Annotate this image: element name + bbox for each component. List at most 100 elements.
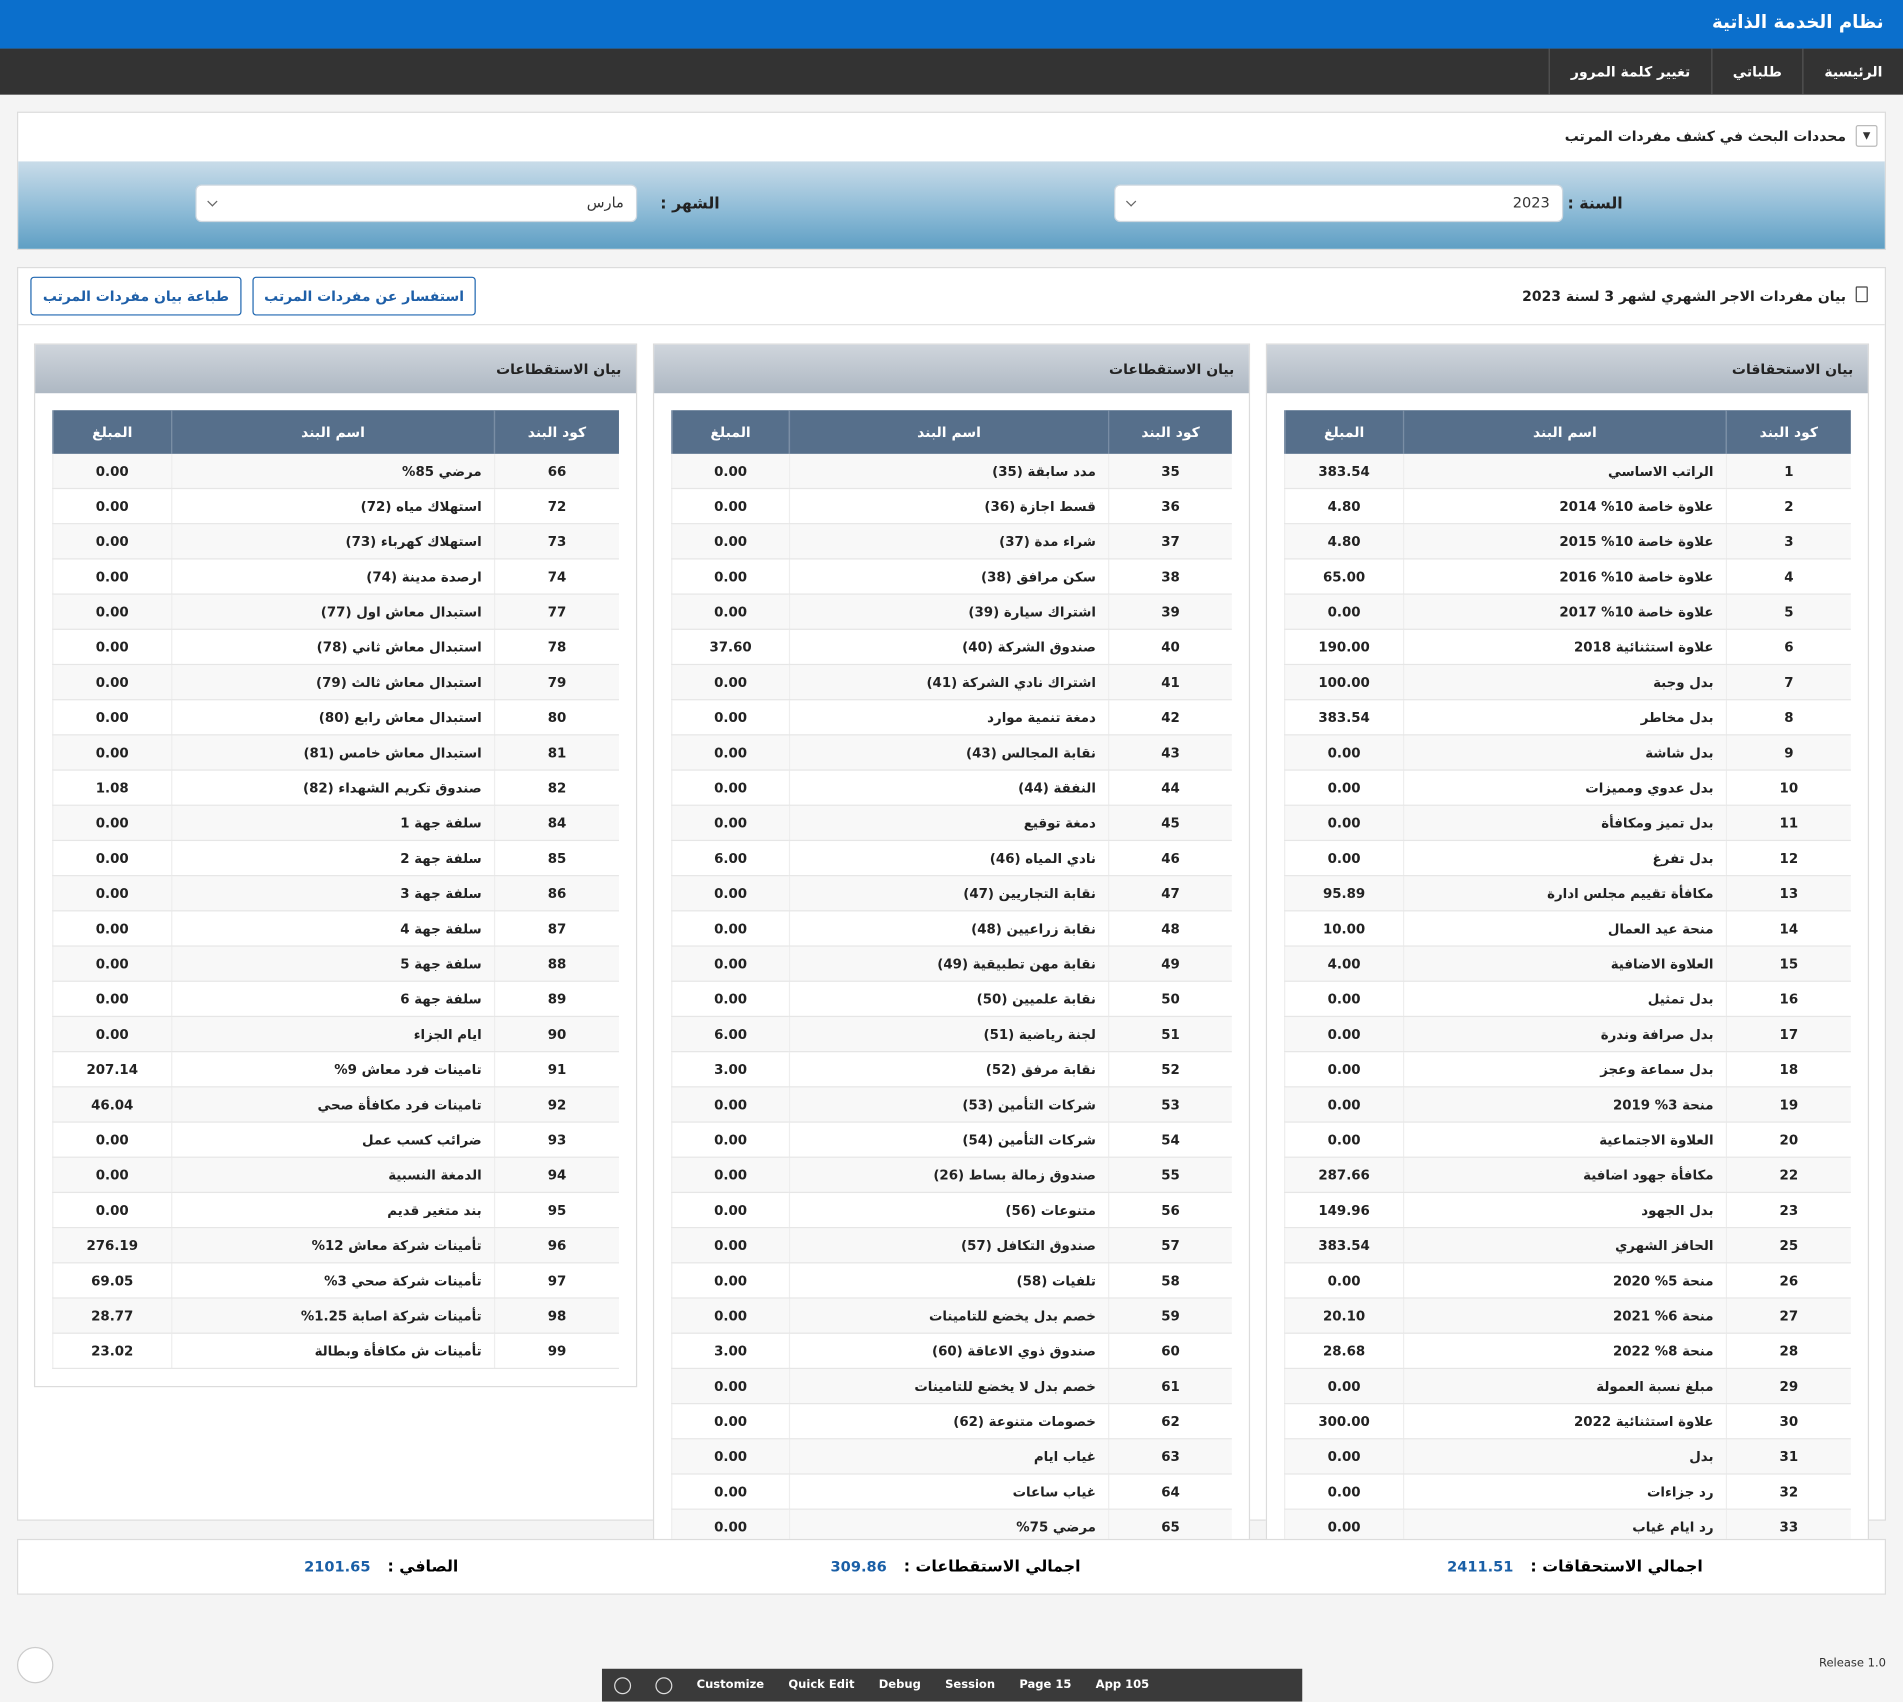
item-name: منحة 3% 2019 — [1402, 1086, 1727, 1123]
item-name: بدل تميز ومكافأة — [1402, 805, 1727, 842]
item-amount: 276.19 — [52, 1227, 172, 1264]
item-amount: 10.00 — [1284, 910, 1404, 947]
item-amount: 69.05 — [52, 1262, 172, 1299]
scroll-top[interactable] — [16, 1646, 54, 1684]
total-label: اجمالي الاستقطاعات : — [903, 1557, 1081, 1576]
column-header: كود البند — [1725, 410, 1851, 454]
row: 77 استبدال معاش اول (77) 0.00 — [52, 594, 619, 630]
total: اجمالي الاستقطاعات : 309.86 — [640, 1540, 1262, 1593]
column-header: كود البند — [493, 410, 619, 454]
row: 58 تلفيات (58) 0.00 — [671, 1262, 1232, 1299]
item-amount: 149.96 — [1284, 1192, 1404, 1229]
item-amount: 0.00 — [1284, 805, 1404, 842]
doc-icon — [1855, 286, 1868, 303]
row: 62 خصومات متنوعة (62) 0.00 — [671, 1403, 1232, 1440]
item-code: 99 — [493, 1333, 619, 1369]
item-name: سلفة جهة 6 — [171, 981, 495, 1018]
item-code: 11 — [1725, 805, 1851, 842]
header-row: كود البند اسم البند المبلغ — [1284, 410, 1851, 454]
item-amount: 0.00 — [1284, 1262, 1404, 1299]
row: 93 ضرائب كسب عمل 0.00 — [52, 1122, 619, 1158]
item-code: 74 — [493, 558, 619, 595]
row: 47 نقابة التجاريين (47) 0.00 — [671, 875, 1232, 912]
item-amount: 0.00 — [52, 558, 172, 595]
item-amount: 0.00 — [671, 1438, 790, 1475]
item-code: 16 — [1725, 981, 1851, 1018]
row: 50 نقابة علميين (50) 0.00 — [671, 981, 1232, 1018]
item-code: 38 — [1108, 558, 1232, 595]
settings-icon[interactable] — [614, 1676, 632, 1694]
toggle[interactable]: ▼ — [1855, 125, 1878, 147]
toolbar-item[interactable]: Page 15 — [1019, 1678, 1072, 1692]
item-amount: 0.00 — [671, 558, 790, 595]
row: 36 قسط اجازة (36) 0.00 — [671, 488, 1232, 525]
item-amount: 100.00 — [1284, 664, 1404, 701]
toolbar-item[interactable]: Debug — [878, 1678, 921, 1692]
month-value: مارس — [586, 194, 624, 212]
item-amount: 28.68 — [1284, 1333, 1404, 1369]
year-select[interactable]: 2023 — [1114, 184, 1564, 223]
item-code: 12 — [1725, 840, 1851, 877]
item-code: 57 — [1108, 1227, 1232, 1264]
row: 43 نقابة المجالس (43) 0.00 — [671, 734, 1232, 771]
row: 92 تامينات فرد مكافأة صحي 46.04 — [52, 1086, 619, 1123]
inquiry-button[interactable]: استفسار عن مفردات المرتب — [252, 276, 476, 316]
month-label: الشهر : — [660, 195, 720, 214]
row: 97 تأمينات شركة صحي 3% 69.05 — [52, 1262, 619, 1299]
row: 17 بدل صرافة وندرة 0.00 — [1284, 1016, 1851, 1053]
item-code: 19 — [1725, 1086, 1851, 1123]
item-amount: 37.60 — [671, 629, 790, 666]
nav-item[interactable]: الرئيسية — [1802, 48, 1903, 95]
row: 1 الراتب الاساسي 383.54 — [1284, 453, 1851, 490]
item-amount: 0.00 — [671, 805, 790, 842]
item-amount: 0.00 — [671, 734, 790, 771]
row: 78 استبدال معاش ثاني (78) 0.00 — [52, 629, 619, 666]
item-amount: 0.00 — [1284, 594, 1404, 630]
item-amount: 0.00 — [52, 910, 172, 947]
total: اجمالي الاستحقاقات : 2411.51 — [1263, 1540, 1885, 1593]
item-code: 8 — [1725, 699, 1851, 736]
item-name: مكافأة تقييم مجلس ادارة — [1402, 875, 1727, 912]
toolbar-item[interactable]: App 105 — [1095, 1678, 1150, 1692]
item-code: 7 — [1725, 664, 1851, 701]
print-button[interactable]: طباعة بيان مفردات المرتب — [30, 276, 242, 316]
item-code: 46 — [1108, 840, 1232, 877]
item-amount: 0.00 — [671, 1262, 790, 1299]
toolbar-item[interactable]: Session — [945, 1678, 996, 1692]
item-amount: 0.00 — [671, 1403, 790, 1440]
item-name: منحة عيد العمال — [1402, 910, 1727, 947]
row: 72 استهلاك مياه (72) 0.00 — [52, 488, 619, 525]
row: 42 دمغة تنمية موارد 0.00 — [671, 699, 1232, 736]
item-name: تامينات فرد مكافأة صحي — [171, 1086, 495, 1123]
item-code: 41 — [1108, 664, 1232, 701]
nav-item[interactable]: تغيير كلمة المرور — [1549, 48, 1711, 95]
item-code: 97 — [493, 1262, 619, 1299]
item-code: 40 — [1108, 629, 1232, 666]
row: 56 متنوعات (56) 0.00 — [671, 1192, 1232, 1229]
item-amount: 0.00 — [671, 699, 790, 736]
item-code: 88 — [493, 946, 619, 982]
toolbar-item[interactable]: Customize — [696, 1678, 765, 1692]
row: 82 صندوق تكريم الشهداء (82) 1.08 — [52, 770, 619, 806]
month-select[interactable]: مارس — [195, 184, 638, 223]
item-code: 96 — [493, 1227, 619, 1264]
item-name: سلفة جهة 2 — [171, 840, 495, 877]
item-code: 4 — [1725, 558, 1851, 595]
item-amount: 0.00 — [52, 1157, 172, 1194]
nav-item[interactable]: طلباتي — [1710, 48, 1803, 95]
table-panel: بيان الاستحقاقات كود البند اسم البند المبلغ… — [1265, 343, 1870, 1564]
item-amount: 6.00 — [671, 1016, 790, 1053]
total-value: 2101.65 — [304, 1558, 371, 1576]
item-code: 90 — [493, 1016, 619, 1053]
item-name: استهلاك مياه (72) — [171, 488, 495, 525]
item-code: 49 — [1108, 946, 1232, 982]
row: 11 بدل تميز ومكافأة 0.00 — [1284, 805, 1851, 842]
row: 64 غياب ساعات 0.00 — [671, 1473, 1232, 1510]
toolbar-item[interactable]: Quick Edit — [788, 1678, 855, 1692]
total-value: 309.86 — [830, 1558, 887, 1576]
row: 94 الدمغة النسبية 0.00 — [52, 1157, 619, 1194]
column-header: اسم البند — [1402, 410, 1727, 454]
info-icon[interactable] — [655, 1676, 673, 1694]
row: 9 بدل شاشة 0.00 — [1284, 734, 1851, 771]
